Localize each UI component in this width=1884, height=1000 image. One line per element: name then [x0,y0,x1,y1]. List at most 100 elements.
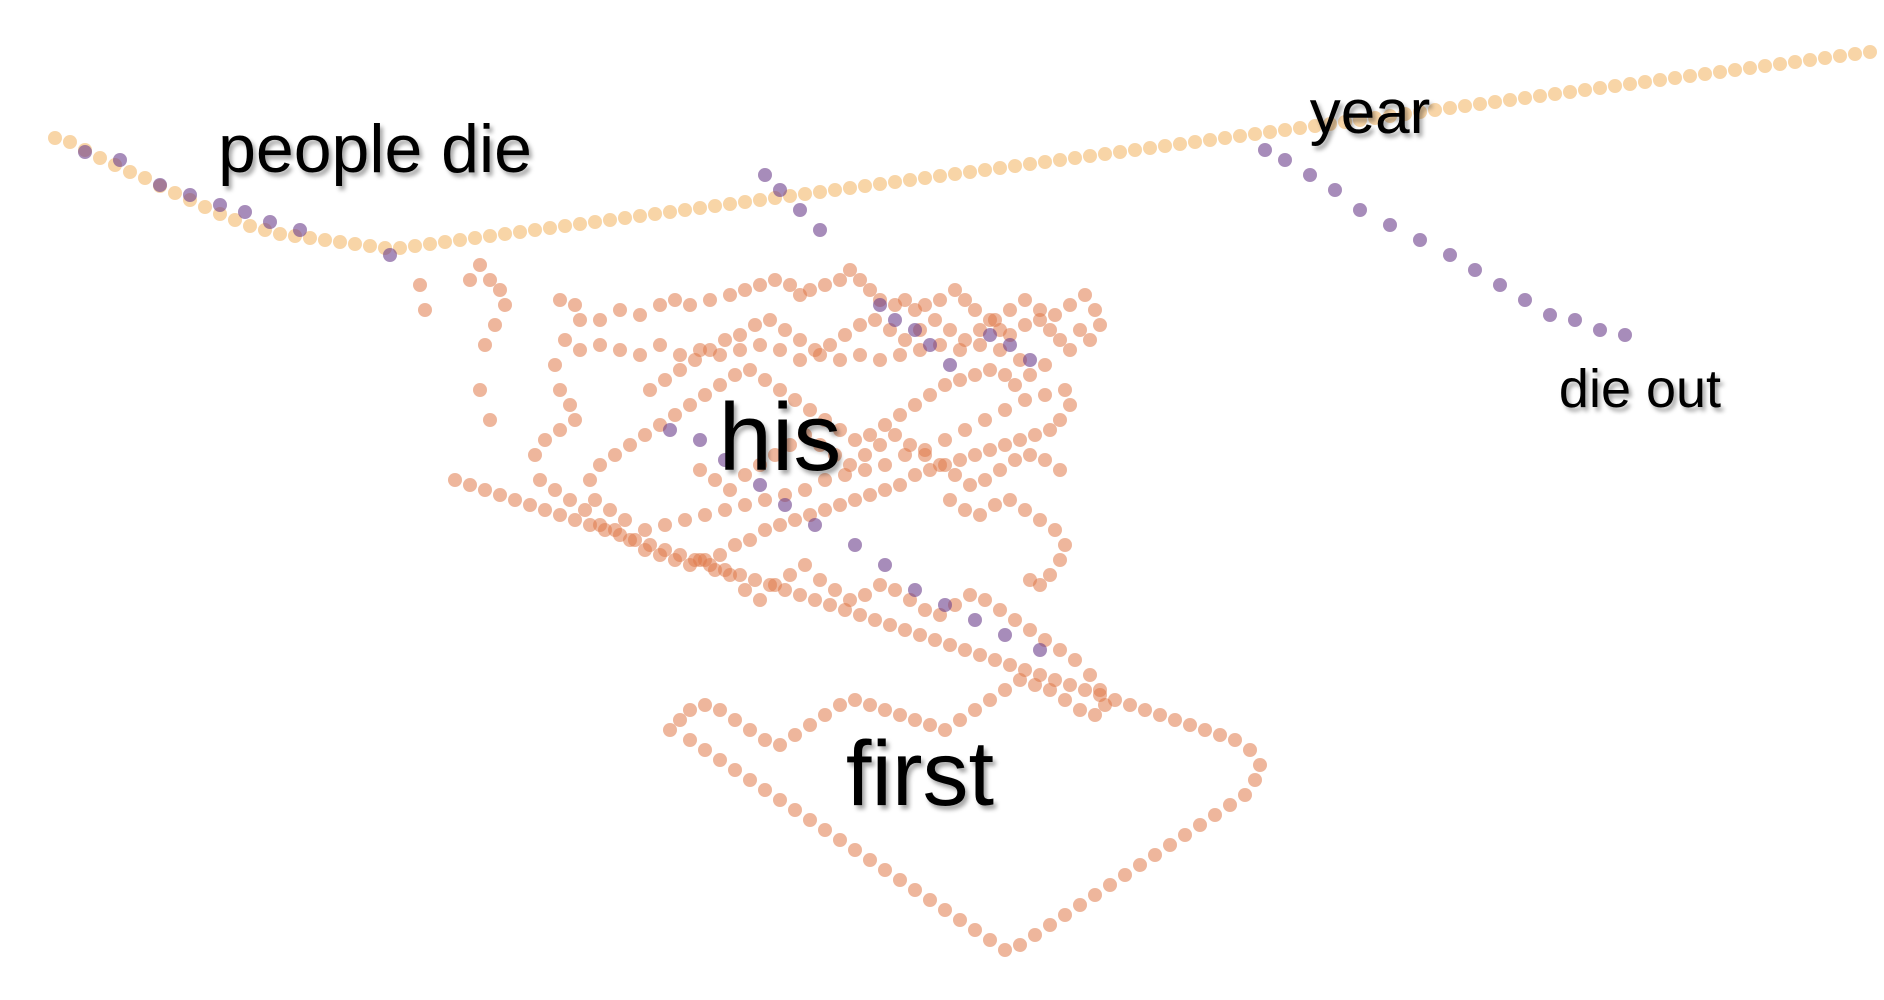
scatter-point-orange-73 [558,333,572,347]
scatter-point-orange-322 [923,893,937,907]
scatter-point-orange-54 [933,338,947,352]
scatter-point-orange-234 [943,493,957,507]
scatter-point-orange-196 [958,333,972,347]
scatter-point-orange-379 [748,573,762,587]
scatter-point-orange-238 [1003,493,1017,507]
scatter-point-orange-285 [953,713,967,727]
scatter-point-orange-228 [978,473,992,487]
scatter-point-orange-183 [763,313,777,327]
scatter-point-orange-189 [853,318,867,332]
scatter-point-yellow-32 [528,223,542,237]
scatter-point-purple-26 [808,518,822,532]
scatter-point-purple-45 [1543,308,1557,322]
scatter-point-orange-292 [848,693,862,707]
scatter-point-yellow-79 [1233,129,1247,143]
scatter-point-orange-152 [713,378,727,392]
scatter-point-orange-144 [593,458,607,472]
scatter-point-yellow-116 [1788,55,1802,69]
scatter-point-orange-35 [898,293,912,307]
scatter-point-yellow-15 [273,227,287,241]
scatter-point-yellow-109 [1683,69,1697,83]
scatter-point-orange-24 [768,273,782,287]
scatter-point-orange-3 [493,283,507,297]
scatter-point-orange-223 [903,438,917,452]
scatter-point-orange-313 [788,803,802,817]
scatter-point-yellow-82 [1278,123,1292,137]
scatter-point-orange-374 [823,598,837,612]
scatter-point-purple-43 [1493,278,1507,292]
scatter-point-orange-324 [953,913,967,927]
scatter-point-yellow-64 [1008,159,1022,173]
scatter-point-orange-177 [673,363,687,377]
scatter-point-orange-128 [858,463,872,477]
scatter-point-orange-40 [958,293,972,307]
scatter-point-orange-256 [828,583,842,597]
scatter-point-purple-44 [1518,293,1532,307]
scatter-point-orange-240 [1033,513,1047,527]
scatter-point-yellow-58 [918,171,932,185]
scatter-point-orange-398 [463,478,477,492]
scatter-point-orange-355 [1108,693,1122,707]
scatter-point-orange-57 [873,353,887,367]
scatter-point-orange-118 [1058,383,1072,397]
scatter-point-orange-50 [1013,353,1027,367]
scatter-point-orange-204 [1078,288,1092,302]
scatter-point-orange-345 [1253,758,1267,772]
scatter-point-purple-28 [878,558,892,572]
scatter-point-orange-29 [833,273,847,287]
scatter-point-orange-232 [1038,453,1052,467]
scatter-point-purple-42 [1468,263,1482,277]
scatter-point-orange-49 [1063,343,1077,357]
scatter-point-purple-5 [238,205,252,219]
scatter-point-orange-149 [668,408,682,422]
scatter-point-yellow-65 [1023,157,1037,171]
scatter-point-yellow-115 [1773,57,1787,71]
scatter-point-yellow-6 [138,171,152,185]
scatter-point-purple-21 [663,423,677,437]
scatter-point-orange-117 [1063,398,1077,412]
scatter-point-orange-141 [603,503,617,517]
scatter-point-yellow-59 [933,169,947,183]
scatter-point-orange-25 [783,278,797,292]
scatter-point-orange-160 [833,423,847,437]
scatter-point-orange-363 [988,653,1002,667]
scatter-point-orange-12 [568,298,582,312]
scatter-point-yellow-38 [618,211,632,225]
scatter-point-orange-351 [1168,713,1182,727]
scatter-point-purple-1 [113,153,127,167]
scatter-point-yellow-29 [483,229,497,243]
scatter-point-orange-231 [1023,448,1037,462]
scatter-point-orange-5 [488,318,502,332]
scatter-point-yellow-23 [393,241,407,255]
scatter-point-orange-182 [748,318,762,332]
scatter-point-orange-143 [583,473,597,487]
scatter-point-orange-39 [948,283,962,297]
scatter-point-orange-83 [563,493,577,507]
scatter-point-yellow-73 [1143,141,1157,155]
scatter-point-orange-334 [1103,878,1117,892]
scatter-point-orange-134 [738,498,752,512]
scatter-point-orange-210 [708,473,722,487]
scatter-point-orange-392 [553,508,567,522]
scatter-point-orange-206 [1093,318,1107,332]
scatter-point-yellow-25 [423,237,437,251]
scatter-point-orange-161 [848,433,862,447]
scatter-point-orange-348 [1213,728,1227,742]
scatter-point-yellow-5 [123,165,137,179]
cluster-label-year: year [1310,78,1431,147]
scatter-point-yellow-113 [1743,61,1757,75]
scatter-point-orange-378 [763,578,777,592]
scatter-point-orange-266 [978,593,992,607]
scatter-point-orange-397 [478,483,492,497]
scatter-point-orange-164 [893,408,907,422]
scatter-point-orange-337 [1148,848,1162,862]
scatter-point-orange-315 [818,823,832,837]
scatter-point-yellow-13 [243,219,257,233]
scatter-point-yellow-26 [438,235,452,249]
scatter-point-orange-185 [793,333,807,347]
scatter-point-orange-216 [798,428,812,442]
scatter-point-orange-130 [818,473,832,487]
scatter-point-orange-353 [1138,703,1152,717]
scatter-point-orange-63 [753,338,767,352]
